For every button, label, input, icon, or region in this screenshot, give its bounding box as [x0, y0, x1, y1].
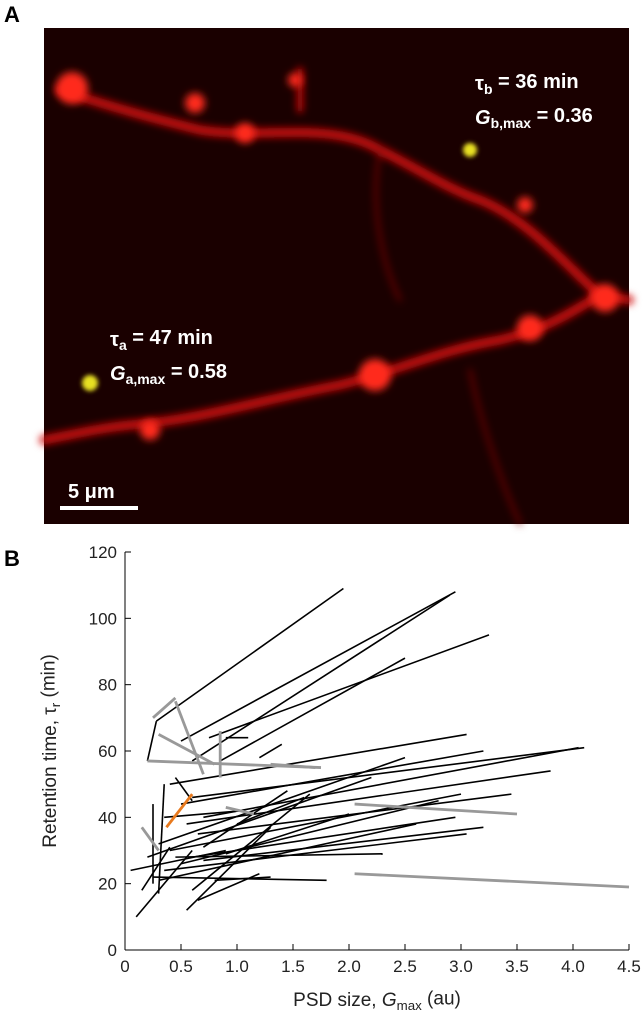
text-part: = 47 min	[127, 327, 213, 349]
segment	[202, 790, 288, 848]
segment	[186, 826, 272, 911]
text-part: = 0.58	[165, 361, 227, 383]
segment	[164, 809, 243, 819]
text-part: G	[110, 363, 126, 385]
y-tick-label: 0	[108, 941, 117, 960]
segment	[225, 806, 255, 816]
x-tick-label: 2.5	[393, 957, 417, 976]
segment	[157, 733, 216, 766]
segment	[354, 872, 630, 889]
segment	[130, 849, 226, 872]
segment	[192, 746, 585, 799]
text-part: PSD size,	[293, 990, 382, 1011]
segment	[191, 793, 311, 891]
x-tick-label: 1.0	[225, 957, 249, 976]
x-tick-label: 4.5	[617, 957, 641, 976]
y-tick-label: 120	[89, 543, 117, 562]
segment	[270, 762, 316, 769]
x-tick-label: 1.5	[281, 957, 305, 976]
segment	[258, 743, 283, 759]
text-part: max	[397, 998, 422, 1013]
x-tick-label: 2.0	[337, 957, 361, 976]
annotation: Gb,max = 0.36	[475, 105, 593, 131]
segment	[191, 594, 451, 762]
y-tick-label: 60	[98, 742, 117, 761]
segment	[141, 846, 171, 891]
x-tick-label: 4.0	[561, 957, 585, 976]
y-tick-label: 80	[98, 676, 117, 695]
segment	[208, 634, 490, 739]
text-part: = 0.36	[531, 105, 593, 127]
micrograph: 5 μm	[39, 28, 634, 526]
segment	[158, 756, 406, 845]
x-tick-label: 3.5	[505, 957, 529, 976]
segment	[180, 591, 456, 742]
segment	[203, 826, 484, 862]
text-part: b,max	[491, 115, 532, 131]
scale-bar-label: 5 μm	[68, 481, 115, 503]
segment	[175, 853, 383, 858]
segment	[236, 796, 305, 825]
segment	[152, 696, 177, 719]
y-tick-label: 100	[89, 609, 117, 628]
text-part: G	[382, 990, 397, 1011]
text-part: (au)	[422, 988, 461, 1009]
text-part: a,max	[126, 371, 166, 387]
y-axis-label: Retention time, τr (min)	[38, 654, 63, 848]
annotation: τb = 36 min	[475, 71, 579, 97]
y-tick-label: 20	[98, 875, 117, 894]
segment	[147, 776, 372, 858]
segment	[155, 587, 344, 722]
segment	[165, 793, 194, 829]
segment	[180, 799, 439, 865]
text-part: b	[484, 81, 493, 97]
segment	[354, 802, 518, 816]
panel-label: B	[4, 546, 20, 571]
panel-label: A	[4, 2, 20, 27]
annotation: Ga,max = 0.58	[110, 361, 227, 387]
text-part: (min)	[38, 654, 59, 703]
segment	[214, 876, 271, 882]
x-axis-label: PSD size, Gmax (au)	[293, 988, 461, 1013]
x-tick-label: 3.0	[449, 957, 473, 976]
segment	[219, 657, 406, 762]
segment	[157, 784, 165, 894]
segment	[169, 793, 462, 852]
segment	[164, 833, 467, 872]
y-tick-label: 40	[98, 808, 117, 827]
text-part: Retention time, τ	[40, 707, 61, 848]
x-tick-label: 0	[120, 957, 129, 976]
text-part: G	[475, 107, 491, 129]
annotation: τa = 47 min	[110, 327, 213, 353]
text-part: r	[48, 702, 63, 707]
text-part: τ	[110, 329, 119, 351]
text-part: a	[119, 337, 127, 353]
segment	[146, 720, 158, 762]
segment	[186, 770, 551, 825]
x-tick-label: 0.5	[169, 957, 193, 976]
segment	[180, 750, 484, 805]
segment	[158, 823, 417, 882]
segment	[225, 813, 350, 855]
segment	[140, 826, 160, 852]
text-part: τ	[475, 73, 484, 95]
segment	[135, 849, 193, 918]
text-part: = 36 min	[493, 71, 579, 93]
